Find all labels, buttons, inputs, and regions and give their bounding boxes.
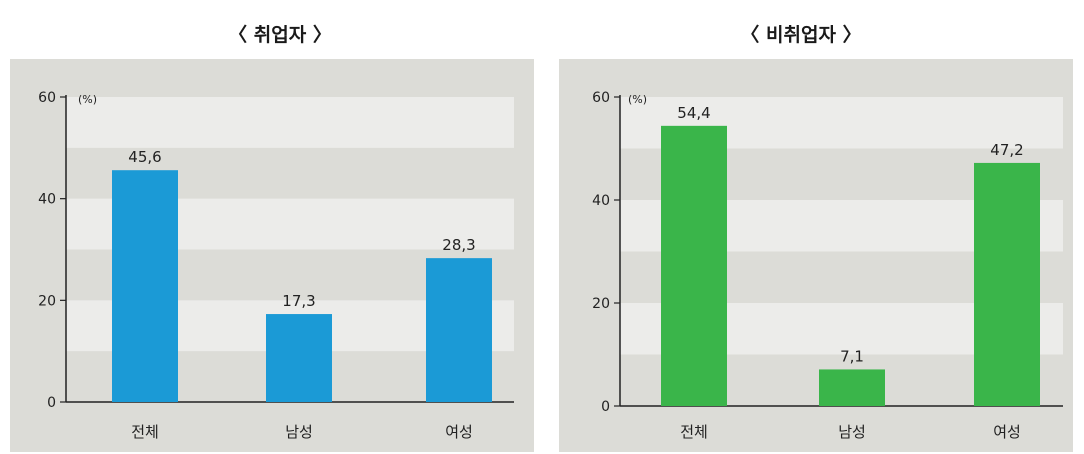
chart-panel-0: 0 20 40 60 (%) 45,6 전체 17,3 남성 28,3 여성	[10, 59, 534, 452]
category-label: 여성	[993, 423, 1021, 441]
chart-panel-1: 0 20 40 60 (%) 54,4 전체 7,1 남성 47,2 여성	[559, 59, 1073, 452]
bar	[112, 170, 178, 402]
chart-title-unemployed: 〈 비취업자 〉	[740, 24, 862, 46]
bar	[266, 314, 332, 402]
bar	[426, 258, 492, 402]
y-tick-label: 20	[592, 296, 610, 312]
y-tick-label: 20	[38, 293, 56, 309]
data-label: 54,4	[677, 104, 710, 122]
bar	[661, 125, 727, 406]
category-label: 전체	[680, 423, 708, 441]
unit-label: (%)	[78, 93, 97, 106]
y-tick-label: 40	[38, 192, 56, 208]
y-tick-label: 60	[592, 90, 610, 106]
category-label: 남성	[838, 423, 866, 441]
data-label: 17,3	[282, 292, 315, 310]
category-label: 전체	[131, 423, 159, 441]
y-tick-label: 0	[47, 395, 56, 411]
y-tick-label: 0	[601, 399, 610, 415]
bar	[819, 369, 885, 406]
data-label: 45,6	[128, 148, 161, 166]
data-label: 47,2	[990, 141, 1023, 159]
unit-label: (%)	[628, 93, 647, 106]
grid-band	[66, 97, 514, 148]
category-label: 여성	[445, 423, 473, 441]
data-label: 7,1	[840, 347, 864, 365]
bar	[974, 162, 1040, 406]
y-tick-label: 40	[592, 193, 610, 209]
chart-title-employed: 〈 취업자 〉	[228, 24, 332, 46]
category-label: 남성	[285, 423, 313, 441]
data-label: 28,3	[442, 236, 475, 254]
y-tick-label: 60	[38, 90, 56, 106]
